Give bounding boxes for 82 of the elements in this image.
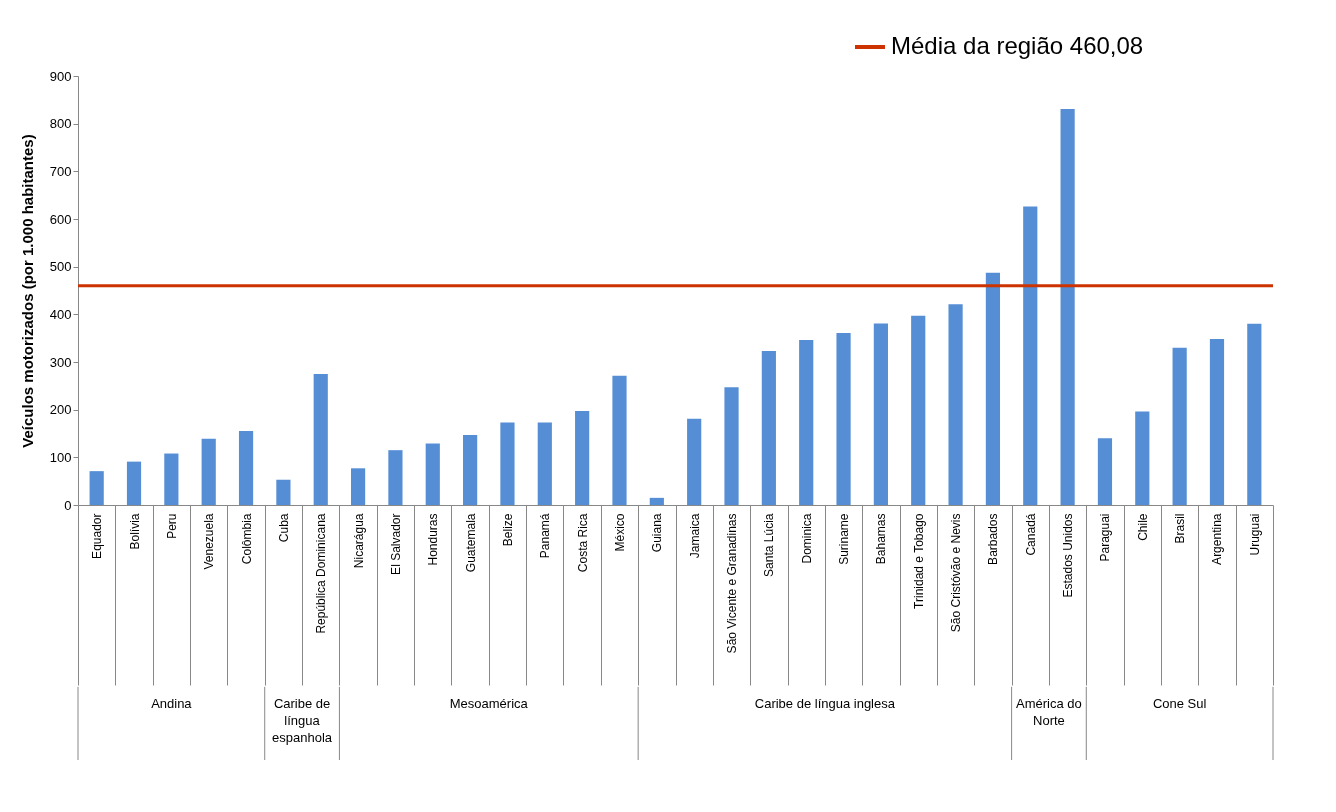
bar <box>1060 108 1075 505</box>
x-tick-label: Guatemala <box>463 513 478 573</box>
x-tick-label: São Vicente e Granadinas <box>725 513 740 654</box>
x-tick-label: México <box>612 513 627 552</box>
x-tick-label: Guiana <box>650 513 665 553</box>
text: América do Norte <box>1016 696 1082 728</box>
y-tick-label: 900 <box>49 68 72 84</box>
x-tick-label: Barbados <box>986 513 1001 565</box>
bar <box>911 315 926 505</box>
bar <box>761 351 776 505</box>
y-tick-label: 200 <box>49 402 72 418</box>
bar <box>238 431 254 505</box>
y-tick-label: 400 <box>49 306 72 322</box>
y-tick-label: 0 <box>64 497 72 513</box>
x-tick-label: Canadá <box>1023 513 1038 556</box>
x-tick-label: Costa Rica <box>575 513 590 573</box>
bar <box>388 450 403 505</box>
text: Cone Sul <box>1152 696 1207 711</box>
bar <box>575 411 590 505</box>
bar <box>948 304 963 505</box>
legend-label: Média da região 460,08 <box>891 32 1144 59</box>
x-tick-label: Santa Lúcia <box>762 513 777 577</box>
bar <box>201 438 216 505</box>
x-tick-label: Estados Unidos <box>1061 513 1076 598</box>
bar <box>649 497 664 505</box>
bar <box>164 453 179 505</box>
x-tick-label: Colômbia <box>239 513 254 565</box>
x-tick-label: Jamaica <box>687 513 702 559</box>
bar <box>687 418 702 505</box>
bar <box>313 373 328 505</box>
x-tick-label: Cuba <box>276 513 291 543</box>
x-tick-label: Peru <box>164 513 179 539</box>
bar <box>537 422 552 505</box>
bar <box>89 471 104 505</box>
x-tick-label: Trinidad e Tobago <box>911 513 926 609</box>
x-tick-label: Dominica <box>799 513 814 564</box>
x-tick-label: Venezuela <box>202 513 217 570</box>
x-tick-label: República Dominicana <box>314 513 329 634</box>
x-tick-label: Nicarágua <box>351 513 366 569</box>
x-tick-label: Suriname <box>837 513 852 565</box>
bar <box>1172 347 1187 505</box>
text: Andina <box>151 696 193 711</box>
text: Caribe de língua inglesa <box>754 696 896 711</box>
y-tick-label: 500 <box>49 259 72 275</box>
x-tick-label: Belize <box>500 513 515 547</box>
bar <box>1209 339 1225 505</box>
bar <box>612 375 627 505</box>
y-axis-title: Veículos motorizados (por 1.000 habitantes) <box>18 134 36 448</box>
x-tick-label: Chile <box>1135 513 1150 541</box>
x-tick-label: El Salvador <box>388 513 403 575</box>
x-tick-label: Paraguai <box>1098 513 1113 562</box>
bar <box>985 272 1001 505</box>
bar <box>873 323 888 505</box>
bar <box>724 387 739 505</box>
bar <box>1023 206 1038 505</box>
bar <box>350 468 366 505</box>
bar <box>799 340 814 505</box>
bar <box>1247 323 1262 505</box>
y-tick-label: 600 <box>49 211 72 227</box>
bar <box>425 443 440 505</box>
bar <box>1135 411 1150 505</box>
bar <box>126 461 142 505</box>
y-tick-label: 700 <box>49 163 72 179</box>
x-tick-label: Bahamas <box>874 513 889 565</box>
x-tick-label: Panamá <box>538 513 553 559</box>
x-tick-label: Equador <box>90 513 105 559</box>
y-tick-label: 800 <box>49 116 72 132</box>
x-tick-label: Brasil <box>1173 513 1188 544</box>
x-tick-label: São Cristóvão e Nevis <box>949 513 964 633</box>
x-tick-label: Argentina <box>1210 513 1225 565</box>
text: Mesoamérica <box>449 696 529 711</box>
bar <box>276 479 291 505</box>
x-tick-label: Honduras <box>426 513 441 566</box>
bar <box>500 422 515 505</box>
y-tick-label: 100 <box>49 449 72 465</box>
y-tick-label: 300 <box>49 354 72 370</box>
bar <box>1097 438 1113 505</box>
bar <box>836 332 851 505</box>
text: Caribe de língua espanhola <box>272 696 333 745</box>
bar <box>463 434 478 505</box>
x-tick-label: Uruguai <box>1247 513 1262 556</box>
x-tick-label: Bolívia <box>127 513 142 550</box>
